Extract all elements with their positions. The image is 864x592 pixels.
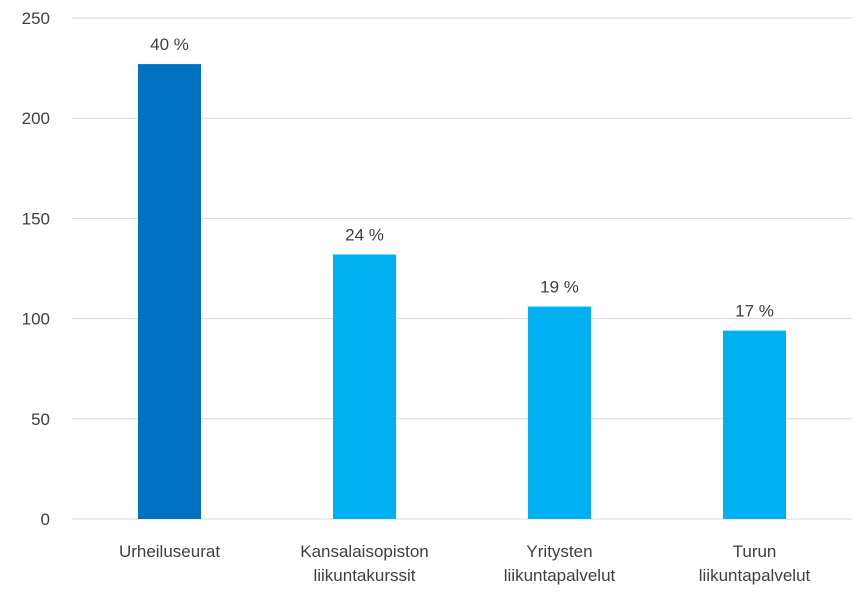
x-axis: Urheiluseurat Kansalaisopiston liikuntakur…	[119, 542, 811, 585]
y-tick-label: 250	[22, 9, 50, 28]
data-label: 40 %	[150, 35, 189, 54]
y-tick-label: 150	[22, 209, 50, 228]
y-tick-label: 100	[22, 310, 50, 329]
y-tick-label: 200	[22, 109, 50, 128]
bar	[723, 330, 786, 519]
bars	[138, 64, 786, 520]
data-label: 24 %	[345, 225, 384, 244]
x-tick-label: Yritysten liikuntapalvelut	[504, 542, 616, 585]
x-tick-label: Turun liikuntapalvelut	[699, 542, 811, 585]
data-label: 17 %	[735, 302, 774, 321]
bar	[138, 64, 201, 519]
gridlines	[72, 17, 852, 520]
bar	[333, 254, 396, 520]
y-axis: 0 50 100 150 200 250	[22, 9, 50, 529]
y-tick-label: 50	[31, 410, 50, 429]
x-tick-label: Kansalaisopiston liikuntakurssit	[300, 542, 429, 585]
x-tick-label: Urheiluseurat	[119, 542, 220, 561]
y-tick-label: 0	[41, 510, 50, 529]
bar	[528, 306, 591, 519]
data-label: 19 %	[540, 278, 579, 297]
data-labels: 40 % 24 % 19 % 17 %	[150, 35, 774, 321]
